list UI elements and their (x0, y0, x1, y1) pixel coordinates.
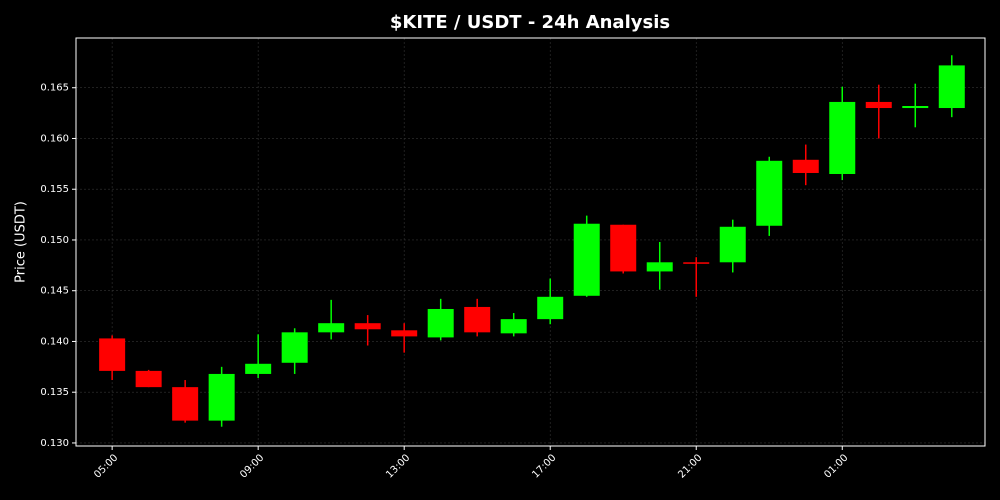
y-tick-label: 0.130 (40, 438, 69, 449)
candle-body (938, 65, 965, 109)
y-tick-label: 0.160 (40, 133, 69, 144)
candle-body (99, 338, 126, 371)
plot-frame (75, 37, 986, 447)
y-tick-label: 0.140 (40, 336, 69, 347)
y-tick-label: 0.145 (40, 286, 69, 297)
candle-body (573, 223, 600, 296)
y-axis-label: Price (USDT) (14, 201, 29, 283)
candle-body (756, 160, 783, 226)
candle-body (829, 101, 856, 174)
candle-body (865, 101, 892, 109)
y-tick-label: 0.155 (40, 184, 69, 195)
candle-body (281, 332, 308, 363)
candle-body (427, 308, 454, 338)
candle-body (245, 363, 272, 374)
candle-body (391, 330, 418, 337)
candle-body (902, 106, 929, 109)
y-tick-label: 0.135 (40, 387, 69, 398)
candle-body (683, 262, 710, 264)
candle-body (719, 226, 746, 263)
candle-body (500, 319, 527, 334)
candle-body (537, 296, 564, 320)
candle-body (646, 262, 673, 272)
candle-body (135, 370, 162, 388)
candle-body (354, 323, 381, 330)
y-tick-label: 0.150 (40, 235, 69, 246)
candle-body (464, 306, 491, 333)
candle-body (318, 323, 345, 333)
chart-title: $KITE / USDT - 24h Analysis (390, 12, 670, 33)
candle-body (172, 387, 199, 421)
candle-body (792, 159, 819, 173)
candle-body (610, 224, 637, 272)
candle-body (208, 373, 235, 421)
y-tick-label: 0.165 (40, 83, 69, 94)
